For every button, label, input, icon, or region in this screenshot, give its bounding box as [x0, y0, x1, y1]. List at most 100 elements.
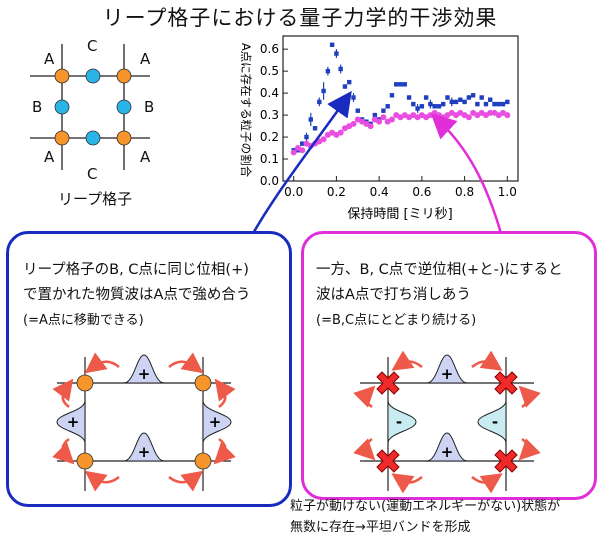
- data-point-blue: [492, 101, 497, 107]
- data-point-blue: [389, 93, 395, 98]
- wave-packet: [123, 354, 165, 384]
- phase-sign: +: [441, 443, 454, 461]
- data-point-blue: [483, 101, 489, 107]
- data-point-pink: [299, 147, 306, 154]
- c-site: [85, 68, 101, 84]
- data-point-blue: [347, 79, 352, 85]
- label-c: C: [87, 165, 97, 183]
- data-point-blue: [479, 95, 484, 100]
- label-a: A: [44, 148, 55, 166]
- data-point-blue: [338, 66, 343, 72]
- data-point-pink: [388, 116, 395, 123]
- data-point-blue: [496, 101, 501, 107]
- data-point-pink: [487, 109, 494, 116]
- data-point-blue: [312, 126, 318, 131]
- x-tick-label: 1.0: [498, 185, 517, 199]
- cross-icon: [494, 449, 518, 473]
- data-point-pink: [367, 123, 374, 130]
- data-point-blue: [470, 93, 476, 98]
- data-point-blue: [325, 68, 331, 74]
- in-phase-diagram: + + + +: [52, 352, 236, 492]
- data-point-pink: [337, 129, 344, 136]
- data-point-blue: [321, 88, 326, 94]
- fraction-chart: 0.0 0.2 0.4 0.6 0.8 1.00.00.10.20.30.40.50.6 …: [239, 35, 519, 222]
- data-point-blue: [419, 104, 425, 109]
- data-point-blue: [505, 99, 510, 105]
- bc-sites: [54, 68, 132, 146]
- note-line-1: 粒子が動けない(運動エネルギーがない)状態が: [290, 499, 561, 514]
- wave-packet: [387, 400, 417, 444]
- data-point-pink: [504, 112, 511, 119]
- b-site: [116, 99, 132, 115]
- data-point-blue: [445, 95, 450, 100]
- a-site: [194, 374, 212, 392]
- b-site: [54, 99, 70, 115]
- x-tick-label: 0.8: [455, 185, 474, 199]
- label-c: C: [87, 37, 97, 55]
- data-point-blue: [415, 106, 420, 111]
- wave-packet: [426, 354, 468, 384]
- label-b: B: [32, 98, 42, 116]
- cross-icons: [376, 371, 518, 473]
- constructive-interference-panel: リープ格子のB, C点に同じ位相(+) で置かれた物質波はA点で強め合う (=A…: [6, 231, 292, 507]
- cross-icon: [494, 371, 518, 395]
- a-sites: [54, 68, 132, 146]
- data-point-blue: [308, 117, 313, 122]
- data-point-pink: [376, 118, 383, 125]
- data-point-blue: [406, 95, 412, 100]
- a-site: [54, 68, 70, 84]
- destructive-interference-panel: 一方、B, C点で逆位相(+と-)にすると 波はA点で打ち消しあう (=B,C点…: [301, 231, 597, 500]
- left-line-3: (=A点に移動できる): [23, 313, 144, 328]
- lieb-lattice-diagram: A A A A C C B B: [30, 37, 154, 183]
- label-a: A: [140, 50, 151, 68]
- data-point-blue: [449, 99, 454, 105]
- y-tick-label: 0.1: [260, 152, 279, 166]
- data-point-blue: [372, 112, 378, 118]
- series-blue: [291, 42, 510, 153]
- phase-sign: +: [67, 413, 80, 431]
- data-point-blue: [304, 134, 309, 140]
- data-point-blue: [488, 97, 493, 102]
- data-point-blue: [411, 101, 416, 107]
- y-axis-label: A点に存在する粒子の割合: [239, 43, 253, 178]
- flat-band-note: 粒子が動けない(運動エネルギーがない)状態が 無数に存在→平坦バンドを形成: [290, 496, 560, 538]
- phase-sign: -: [492, 413, 498, 431]
- note-line-2: 無数に存在→平坦バンドを形成: [290, 520, 471, 535]
- data-point-pink: [320, 136, 327, 143]
- data-point-blue: [351, 95, 356, 100]
- data-point-blue: [428, 101, 433, 107]
- a-site: [116, 130, 132, 146]
- data-point-blue: [462, 99, 467, 105]
- right-line-2: 波はA点で打ち消しあう: [316, 287, 471, 303]
- data-point-blue: [398, 82, 403, 87]
- y-tick-label: 0.5: [260, 64, 279, 78]
- cross-icon: [376, 371, 400, 395]
- hopping-arrows: [52, 352, 236, 492]
- wave-packet: [56, 400, 86, 444]
- wave-packet: [123, 432, 165, 462]
- x-axis-label: 保持時間 [ミリ秒]: [347, 207, 452, 222]
- data-point-blue: [458, 97, 463, 102]
- a-site: [76, 452, 94, 470]
- left-line-2: で置かれた物質波はA点で強め合う: [23, 287, 251, 303]
- x-tick-label: 0.2: [327, 185, 346, 199]
- figure-title: リープ格子における量子力学的干渉効果: [102, 6, 498, 30]
- data-point-blue: [432, 104, 437, 109]
- y-tick-label: 0.0: [260, 174, 279, 188]
- y-tick-label: 0.2: [260, 130, 279, 144]
- data-point-blue: [394, 82, 399, 87]
- x-tick-label: 0.6: [412, 185, 431, 199]
- y-tick-label: 0.4: [260, 86, 279, 100]
- data-point-blue: [475, 101, 480, 107]
- data-point-pink: [290, 149, 297, 156]
- data-point-blue: [385, 104, 390, 109]
- data-point-blue: [423, 95, 429, 100]
- phase-sign: +: [138, 365, 151, 383]
- left-line-1: リープ格子のB, C点に同じ位相(+): [23, 262, 249, 278]
- right-line-1: 一方、B, C点で逆位相(+と-)にすると: [316, 262, 563, 278]
- y-tick-label: 0.3: [260, 108, 279, 122]
- data-point-blue: [381, 108, 386, 113]
- y-tick-label: 0.6: [260, 42, 279, 56]
- a-site: [76, 374, 94, 392]
- data-point-blue: [329, 42, 335, 47]
